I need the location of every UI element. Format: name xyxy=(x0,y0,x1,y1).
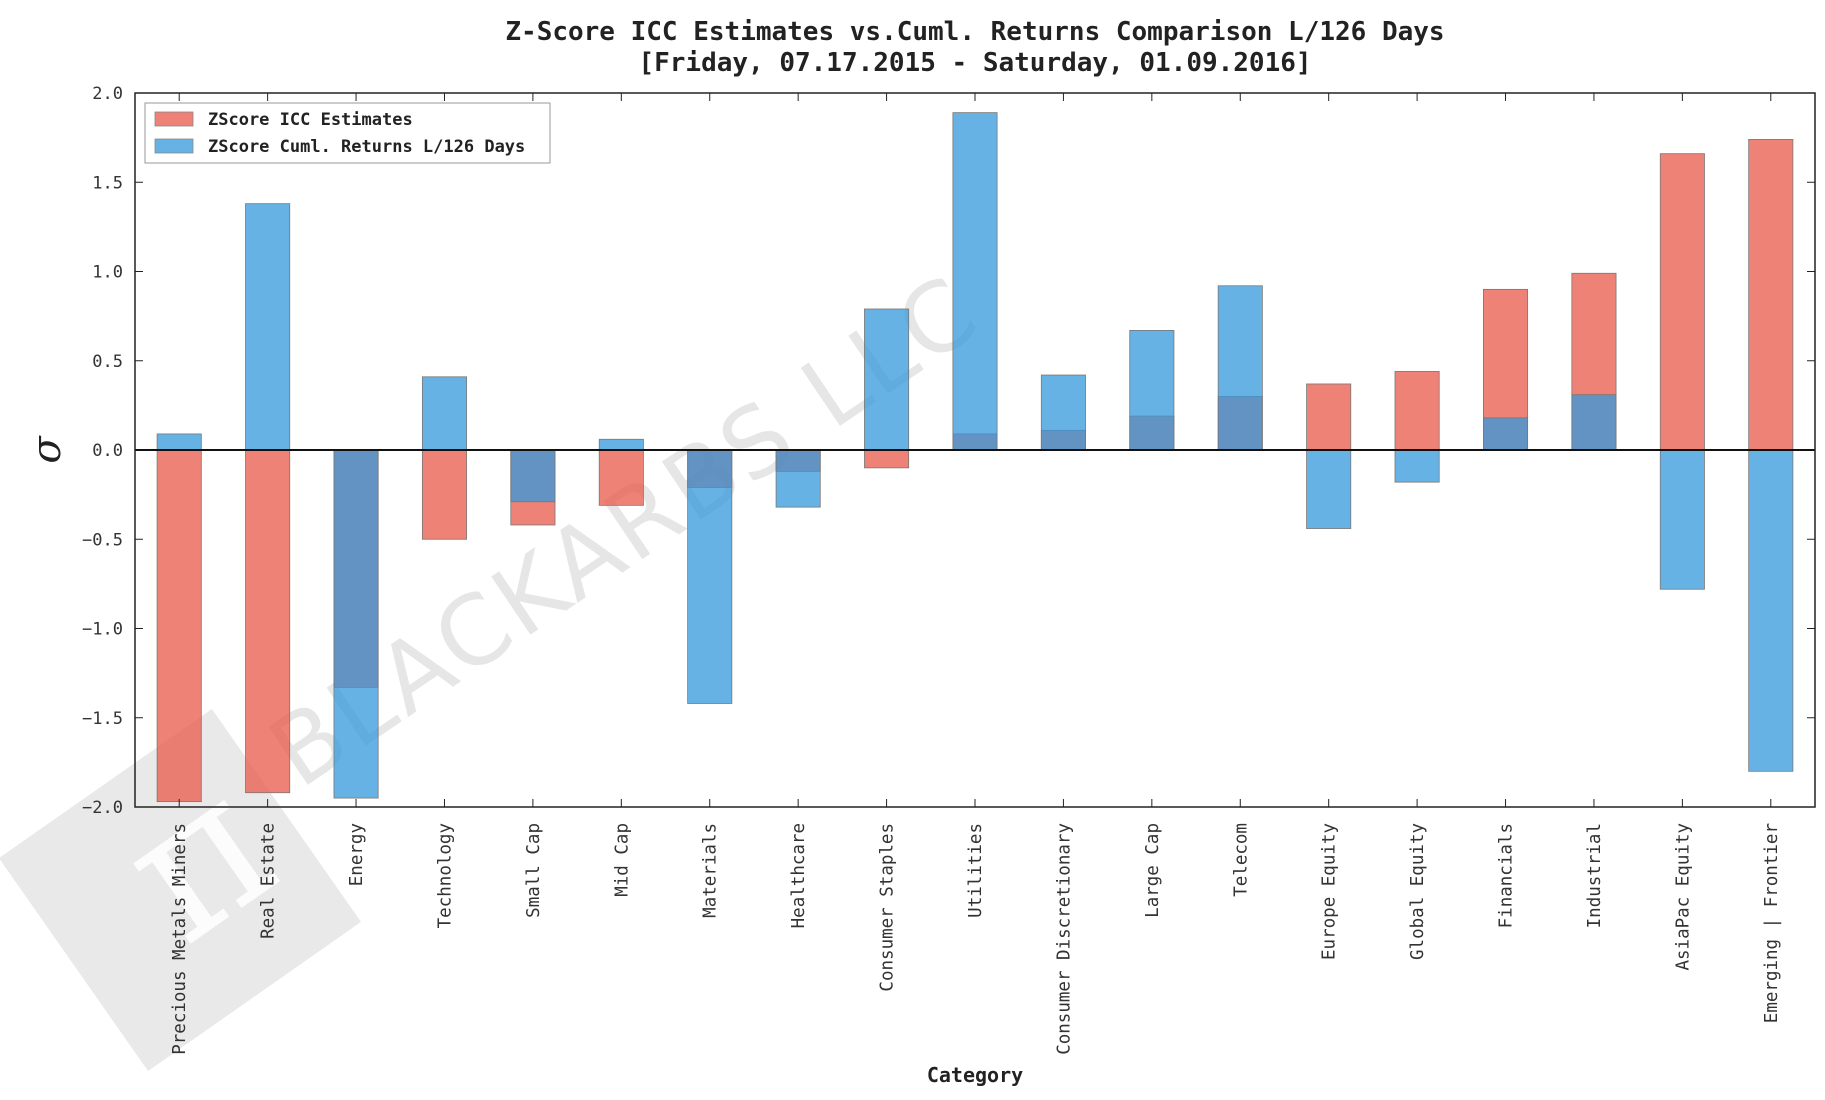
x-tick-label: Utilities xyxy=(966,823,986,918)
x-tick-label: Energy xyxy=(347,823,367,886)
y-tick-label: 1.5 xyxy=(92,173,123,193)
legend-swatch-returns xyxy=(154,138,194,154)
x-tick-label: Real Estate xyxy=(259,823,279,939)
bar-icc-4 xyxy=(421,449,467,540)
x-tick-label: Consumer Discretionary xyxy=(1054,823,1074,1055)
x-tick-label: Precious Metals Miners xyxy=(170,823,190,1055)
bar-icc-18 xyxy=(1659,153,1705,451)
y-tick-label: −2.0 xyxy=(82,798,123,818)
legend-label-icc: ZScore ICC Estimates xyxy=(208,110,413,130)
bar-icc-2 xyxy=(245,449,291,794)
bar-returns-2 xyxy=(245,203,291,451)
x-tick-label: AsiaPac Equity xyxy=(1673,823,1693,971)
x-tick-label: Consumer Staples xyxy=(878,823,898,992)
bar-returns-7 xyxy=(687,449,733,704)
legend-label-returns: ZScore Cuml. Returns L/126 Days xyxy=(208,137,525,157)
watermark: π BLACKARBS LLC xyxy=(0,253,999,1072)
bar-icc-1 xyxy=(156,449,202,803)
x-tick-label: Industrial xyxy=(1585,823,1605,928)
x-tick-label: Mid Cap xyxy=(612,823,632,897)
bar-icc-15 xyxy=(1394,371,1440,451)
y-tick-label: −0.5 xyxy=(82,530,123,550)
x-tick-label: Large Cap xyxy=(1143,823,1163,918)
bar-icc-6 xyxy=(598,449,644,506)
y-tick-label: −1.5 xyxy=(82,709,123,729)
y-tick-label: 0.5 xyxy=(92,352,123,372)
legend-swatch-icc xyxy=(154,111,194,127)
y-axis-label: σ xyxy=(24,435,70,464)
x-tick-label: Materials xyxy=(701,823,721,918)
bar-returns-3 xyxy=(333,449,379,799)
legend-box xyxy=(144,102,551,164)
x-tick-label: Financials xyxy=(1497,823,1517,928)
x-tick-label: Small Cap xyxy=(524,823,544,918)
bar-returns-13 xyxy=(1217,285,1263,451)
bar-returns-19 xyxy=(1748,449,1794,772)
y-tick-label: 0.0 xyxy=(92,441,123,461)
x-axis-ticks: Precious Metals Miners Real Estate Energy T… xyxy=(170,93,1782,1055)
bar-returns-12 xyxy=(1129,330,1175,451)
bar-returns-1 xyxy=(156,433,202,451)
bar-icc-19 xyxy=(1748,139,1794,451)
y-tick-label: 2.0 xyxy=(92,84,123,104)
plot-frame xyxy=(134,92,1816,808)
y-tick-label: 1.0 xyxy=(92,263,123,283)
bar-returns-16 xyxy=(1483,417,1529,451)
bar-returns-10 xyxy=(952,112,998,451)
x-tick-label: Global Equity xyxy=(1408,823,1428,960)
x-tick-label: Emerging | Frontier xyxy=(1762,823,1782,1023)
x-tick-label: Telecom xyxy=(1231,823,1251,897)
bar-returns-4 xyxy=(421,376,467,451)
bar-returns-8 xyxy=(775,449,821,508)
chart-title: Z-Score ICC Estimates vs.Cuml. Returns C… xyxy=(505,17,1444,47)
bar-icc-14 xyxy=(1306,383,1352,451)
chart-subtitle: [Friday, 07.17.2015 - Saturday, 01.09.20… xyxy=(638,48,1311,78)
bar-returns-6 xyxy=(598,438,644,451)
bar-returns-9 xyxy=(864,308,910,451)
y-tick-label: −1.0 xyxy=(82,620,123,640)
x-tick-label: Technology xyxy=(435,823,455,928)
bar-returns-11 xyxy=(1040,374,1086,451)
bar-icc-9 xyxy=(864,449,910,469)
series-returns-bars xyxy=(156,112,1794,799)
x-tick-label: Healthcare xyxy=(789,823,809,928)
bar-returns-5 xyxy=(510,449,556,503)
bar-returns-18 xyxy=(1659,449,1705,590)
bar-returns-14 xyxy=(1306,449,1352,529)
x-axis-label: Category xyxy=(927,1063,1023,1087)
bar-returns-17 xyxy=(1571,394,1617,451)
watermark-logo-square xyxy=(0,708,362,1072)
bar-returns-15 xyxy=(1394,449,1440,483)
x-tick-label: Europe Equity xyxy=(1320,823,1340,960)
legend: ZScore ICC Estimates ZScore Cuml. Return… xyxy=(144,102,551,164)
